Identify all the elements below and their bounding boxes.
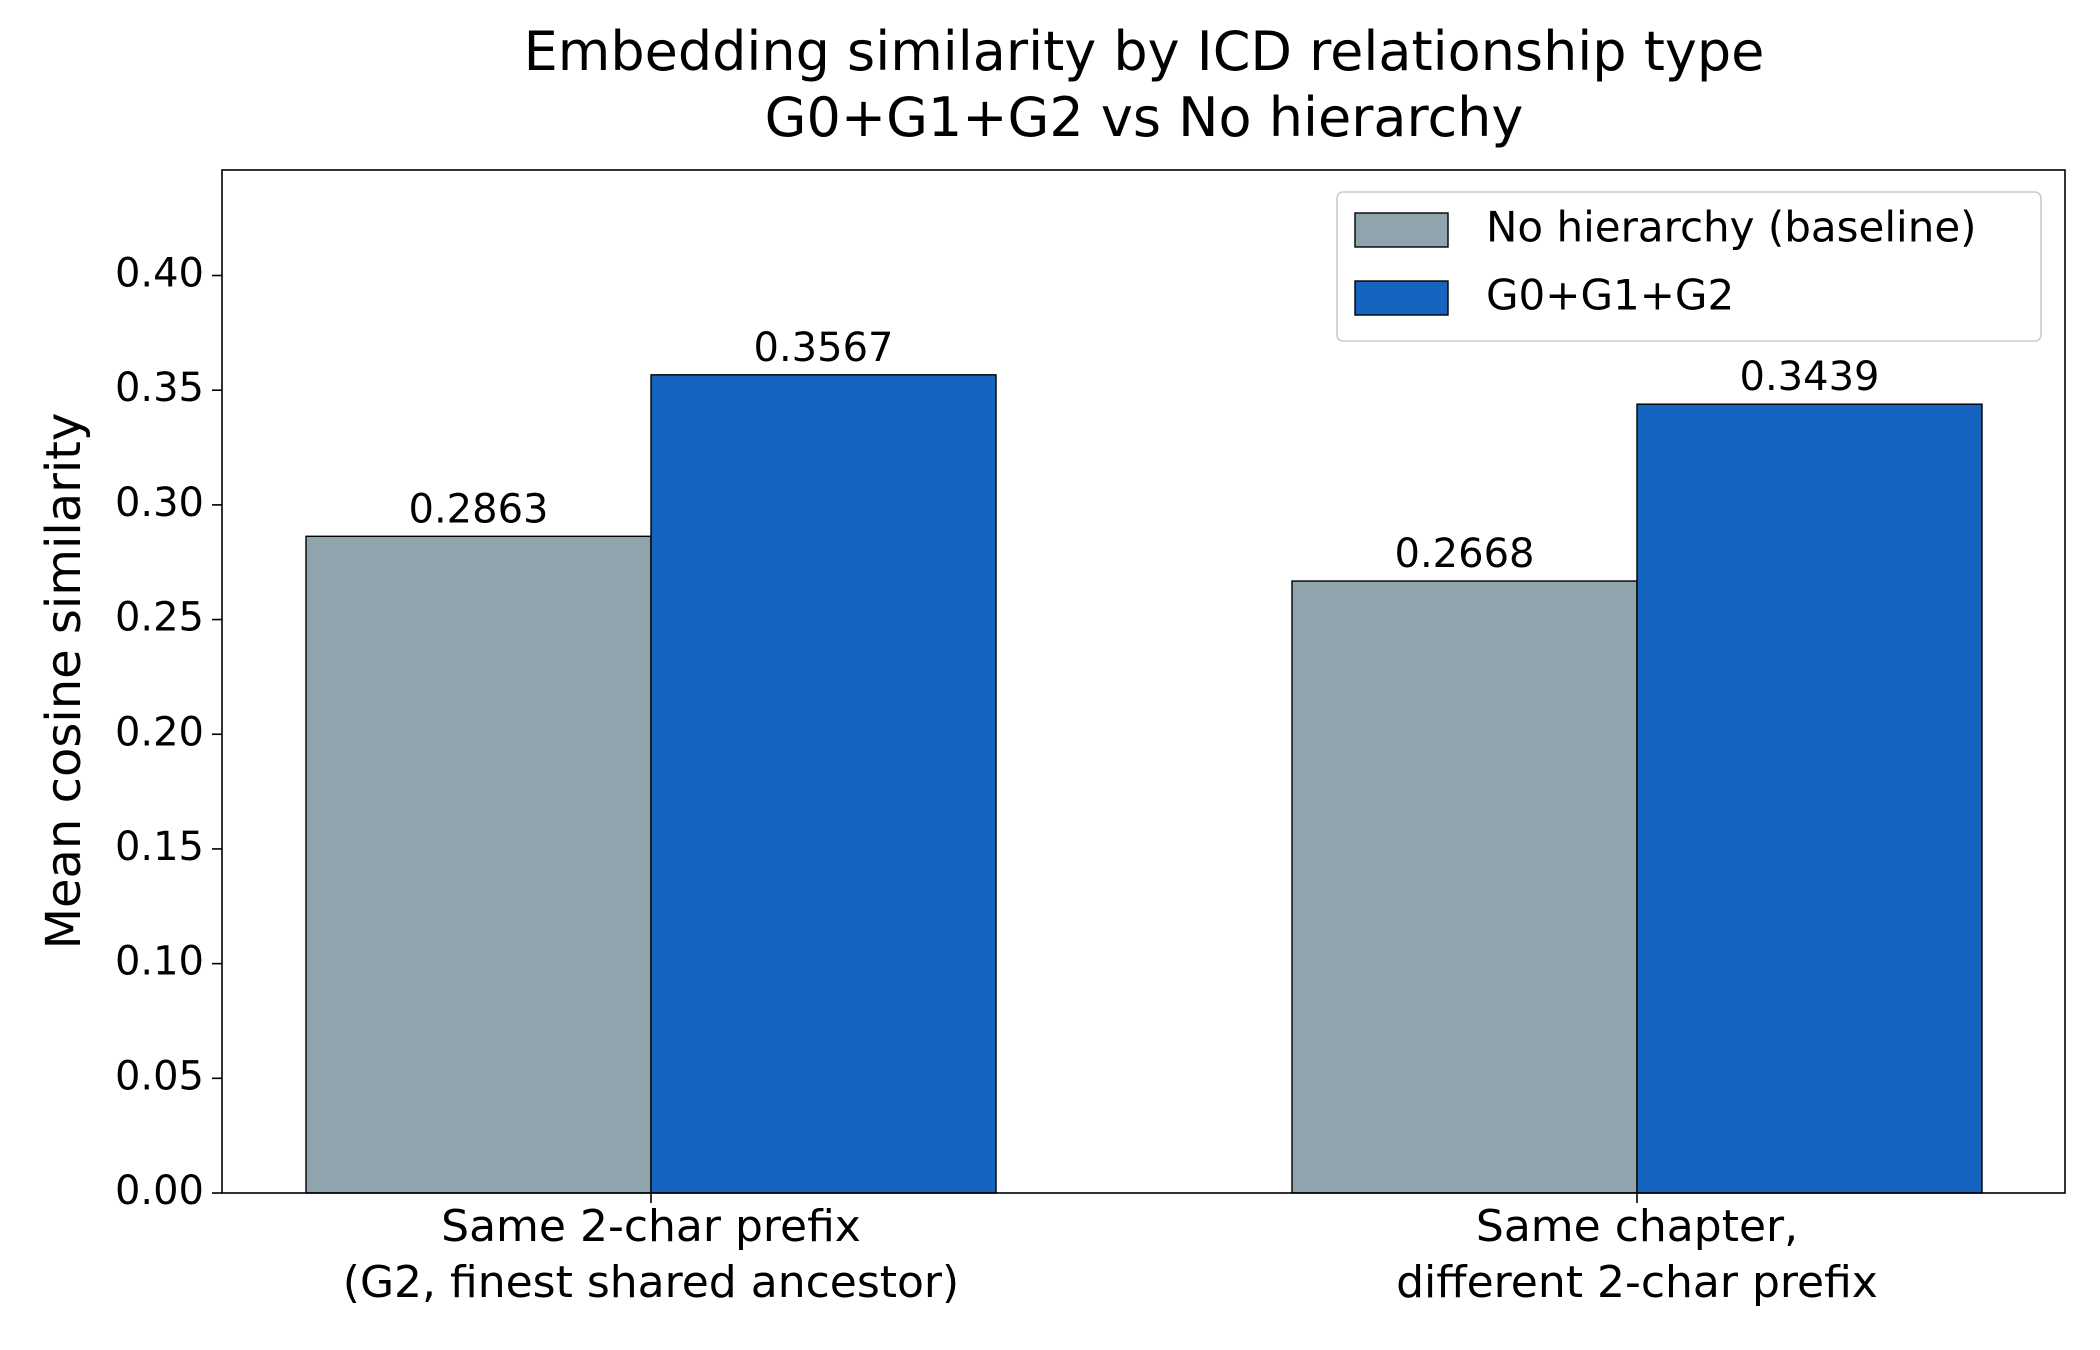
value-label: 0.2668 [1395,531,1535,577]
chart-title: Embedding similarity by ICD relationship… [524,20,1765,149]
legend-box [1336,191,2042,342]
legend-swatch [1354,212,1449,248]
bar [1636,403,1983,1194]
y-tick-label: 0.40 [115,251,204,297]
legend-label: G0+G1+G2 [1486,271,1734,320]
legend-label: No hierarchy (baseline) [1486,203,1977,252]
legend-swatch [1354,280,1449,316]
y-tick-label: 0.20 [115,709,204,755]
y-tick-label: 0.30 [115,480,204,526]
bar [1291,580,1638,1194]
y-tick-label: 0.35 [115,365,204,411]
y-tick-label: 0.10 [115,939,204,985]
y-axis-label: Mean cosine similarity [36,413,92,950]
value-label: 0.2863 [409,486,549,532]
value-label: 0.3567 [754,325,894,371]
plot-frame [221,169,2066,1194]
bar [305,535,652,1194]
x-tick-label: Same 2-char prefix (G2, finest shared anc… [343,1201,959,1308]
y-tick-label: 0.15 [115,824,204,870]
y-tick-label: 0.00 [115,1168,204,1214]
value-label: 0.3439 [1740,354,1880,400]
y-tick-label: 0.25 [115,595,204,641]
y-tick-label: 0.05 [115,1053,204,1099]
bar [650,374,997,1194]
x-tick-label: Same chapter, different 2-char prefix [1396,1201,1878,1308]
